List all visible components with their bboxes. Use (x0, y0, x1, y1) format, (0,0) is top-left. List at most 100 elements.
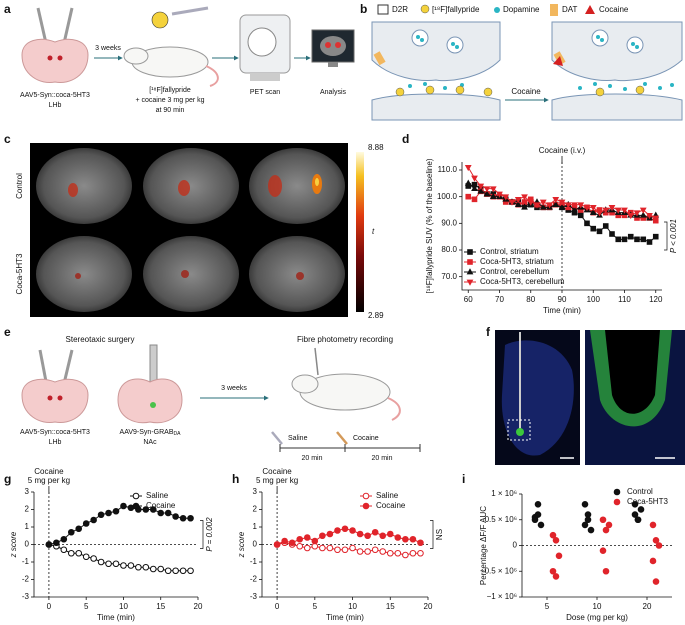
data-point (172, 513, 179, 520)
data-point (549, 531, 557, 539)
legend-label: Control, striatum (480, 247, 539, 256)
data-point (112, 560, 120, 568)
y-tick-label: 90.0 (441, 218, 457, 227)
data-point (533, 202, 541, 209)
analysis-label: Analysis (320, 89, 347, 96)
data-point (281, 537, 288, 545)
data-point (477, 183, 485, 190)
legend-marker (613, 498, 621, 506)
data-point (364, 548, 371, 555)
data-point (521, 194, 528, 201)
x-tick-label: 5 (313, 602, 318, 611)
data-point (303, 544, 311, 552)
stat-bracket (664, 221, 668, 251)
injection-label: Cocaine (353, 435, 379, 442)
data-point (149, 506, 157, 513)
postsynaptic (371, 93, 501, 121)
rat-tail (205, 65, 219, 87)
y-tick-label: 2 (25, 505, 30, 514)
data-point (514, 200, 522, 208)
data-point (82, 553, 90, 561)
data-point (319, 532, 326, 540)
data-point (379, 532, 387, 540)
data-point (489, 192, 497, 200)
data-point (157, 509, 165, 517)
data-point (639, 207, 647, 214)
panel-b: D2R [¹⁸F]fallypride Dopamine DAT Cocaine… (371, 4, 683, 121)
fibre-hole (605, 330, 660, 414)
x-tick-label: 20 (424, 602, 433, 611)
data-point (90, 516, 97, 524)
x-tick-label: 60 (464, 295, 473, 304)
y-tick-label: 0 (25, 540, 30, 549)
data-point (417, 549, 424, 557)
data-point (120, 562, 127, 569)
data-point (602, 526, 610, 534)
event-label: Cocaine (i.v.) (539, 146, 586, 155)
data-point (646, 212, 653, 220)
row-label: Control (15, 173, 24, 199)
y-tick-label: 2 (253, 505, 258, 514)
stat-bracket (430, 520, 434, 549)
y-tick-label: −0.5 × 10⁶ (480, 566, 517, 575)
lhb-dot (57, 55, 63, 61)
data-point (371, 528, 379, 536)
data-point (589, 204, 597, 212)
data-point (558, 203, 566, 210)
data-point (379, 548, 387, 555)
injection-label: Saline (288, 435, 308, 442)
data-point (67, 528, 75, 536)
data-point (356, 548, 364, 555)
data-point (334, 527, 341, 534)
vesicle (626, 36, 644, 54)
data-point (581, 521, 589, 529)
data-point (112, 507, 120, 515)
x-tick-label: 20 (194, 602, 203, 611)
data-point (386, 530, 394, 538)
data-point (631, 511, 639, 518)
y-tick-label: 1 (253, 522, 258, 531)
dopamine-dots (408, 35, 674, 91)
data-point (303, 534, 311, 541)
data-point (402, 535, 409, 543)
stat-label: P < 0.001 (669, 219, 678, 253)
y-axis-label: [¹⁸F]fallypride SUV (% of the baseline) (425, 158, 434, 293)
virus-text: AAV9-Syn-GRAB (120, 429, 174, 436)
x-tick-label: 80 (526, 295, 535, 304)
legend-label: Cocaine (146, 501, 176, 510)
lhb-dot (47, 395, 53, 401)
data-point (640, 236, 647, 243)
syringe (271, 431, 283, 445)
data-point (97, 558, 105, 566)
y-tick-label: -3 (250, 592, 258, 601)
data-point (596, 210, 603, 217)
legend-marker (132, 492, 140, 500)
y-axis-label: z score (237, 531, 246, 558)
y-tick-label: 3 (25, 487, 30, 496)
data-point (577, 212, 584, 219)
panel-c: Control Coca-5HT3 8.88 2.89 t (15, 143, 384, 320)
panel-a: AAV5-Syn::coca-5HT3 LHb 3 weeks [¹⁸F]fal… (20, 6, 355, 114)
data-point (602, 223, 609, 229)
inset-box (507, 419, 531, 441)
data-point (149, 565, 157, 573)
data-point (534, 501, 542, 508)
arrow-label: Cocaine (511, 87, 541, 96)
data-point (609, 231, 615, 237)
data-point (179, 514, 187, 522)
data-point (621, 236, 628, 243)
data-point (364, 532, 371, 540)
data-point (477, 187, 485, 194)
data-point (142, 563, 150, 571)
data-point (584, 220, 590, 227)
panel-e: Stereotaxic surgery AAV5-Syn::coca-5HT3 … (20, 335, 421, 462)
y-axis-label: z score (9, 531, 18, 558)
data-point (649, 557, 657, 565)
data-point (90, 555, 97, 562)
legend-label: Coca-5HT3, striatum (480, 257, 554, 266)
y-tick-label: 0 (253, 540, 258, 549)
y-axis-label: z score (9, 531, 18, 558)
data-point (577, 202, 585, 209)
panel-label: f (486, 325, 491, 339)
